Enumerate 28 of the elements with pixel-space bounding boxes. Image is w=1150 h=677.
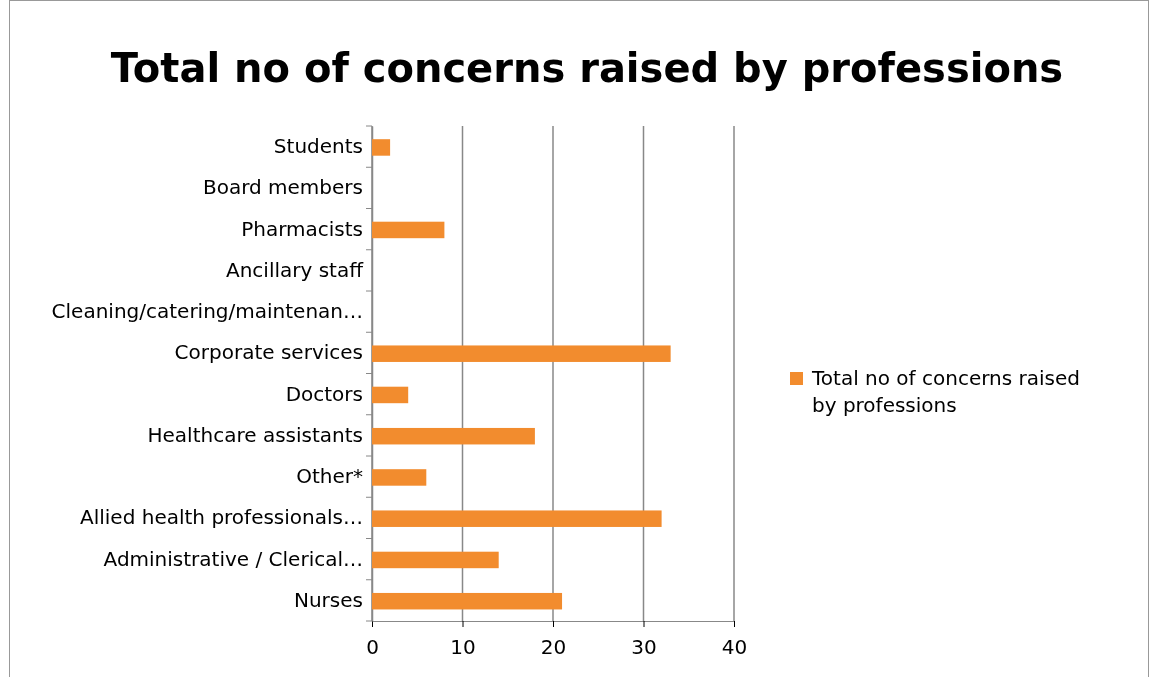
x-tick-label: 10 [450, 635, 476, 659]
bar [372, 386, 409, 404]
bar [372, 427, 535, 445]
y-tick-label: Corporate services [174, 340, 363, 365]
bar [372, 510, 662, 527]
bar [372, 139, 391, 156]
bar [372, 592, 563, 610]
y-tick-label: Other* [296, 464, 363, 489]
legend-label: Total no of concerns raised by professions [811, 366, 1080, 417]
bar [372, 551, 499, 569]
x-tick-label: 20 [540, 635, 567, 659]
y-tick-label: Doctors [285, 381, 363, 406]
y-tick-label: Pharmacists [241, 216, 363, 241]
x-tick-label: 30 [631, 635, 657, 659]
y-tick-label: Allied health professionals… [80, 505, 363, 530]
bar [372, 345, 671, 362]
bar [372, 469, 427, 486]
y-tick-label: Students [273, 134, 363, 159]
y-tick-label: Healthcare assistants [147, 422, 363, 447]
x-tick-label: 0 [366, 635, 379, 659]
bar [372, 221, 445, 239]
x-tick-label: 40 [721, 635, 748, 659]
y-tick-label: Ancillary staff [226, 257, 365, 282]
y-tick-label: Nurses [293, 587, 363, 612]
chart-title: Total no of concerns raised by professions [110, 45, 1064, 91]
y-tick-label: Board members [202, 175, 363, 200]
y-tick-label: Cleaning/catering/maintenan… [51, 299, 363, 324]
y-tick-label: Administrative / Clerical… [103, 546, 363, 571]
